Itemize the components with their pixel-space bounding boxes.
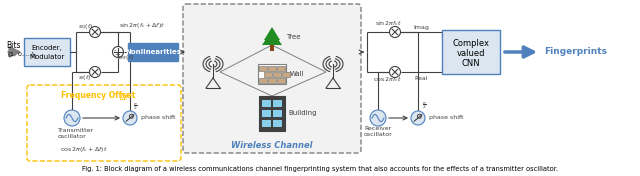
Text: $\sin 2\pi f_c t$: $\sin 2\pi f_c t$ <box>375 20 402 29</box>
Text: Fingerprints: Fingerprints <box>544 48 607 56</box>
Text: Imag: Imag <box>413 26 429 30</box>
Bar <box>273 110 282 117</box>
Bar <box>24 38 70 66</box>
Bar <box>268 66 276 71</box>
Bar <box>128 43 178 61</box>
Text: Wireless Channel: Wireless Channel <box>231 140 313 149</box>
Text: Tree: Tree <box>286 34 301 40</box>
Text: $\cos 2\pi f_c t$: $\cos 2\pi f_c t$ <box>373 76 402 84</box>
Bar <box>273 120 282 127</box>
Polygon shape <box>264 27 280 40</box>
Text: Complex: Complex <box>452 39 490 48</box>
Text: phase shift: phase shift <box>429 115 463 121</box>
Bar <box>282 72 289 77</box>
Text: +: + <box>114 52 120 58</box>
Text: Nonlinearities: Nonlinearities <box>125 49 181 55</box>
Circle shape <box>390 67 401 77</box>
FancyBboxPatch shape <box>183 4 361 153</box>
Text: CNN: CNN <box>461 58 480 68</box>
Text: Modulator: Modulator <box>29 54 65 60</box>
Text: valued: valued <box>457 49 485 58</box>
Circle shape <box>90 67 100 77</box>
Polygon shape <box>262 30 282 45</box>
FancyBboxPatch shape <box>27 85 181 161</box>
Circle shape <box>90 27 100 37</box>
Bar <box>273 72 280 77</box>
Bar <box>262 110 271 117</box>
Circle shape <box>390 27 401 37</box>
Text: Encoder,: Encoder, <box>31 45 62 51</box>
Text: oscillator: oscillator <box>364 133 392 137</box>
Bar <box>259 78 267 83</box>
Circle shape <box>113 46 124 58</box>
Circle shape <box>411 111 425 125</box>
Bar <box>259 96 285 131</box>
Bar <box>268 78 276 83</box>
Circle shape <box>123 111 137 125</box>
Bar <box>277 78 285 83</box>
Circle shape <box>64 110 80 126</box>
Text: $s_Q(t)$: $s_Q(t)$ <box>78 22 93 32</box>
Text: oscillator: oscillator <box>58 134 87 139</box>
Circle shape <box>370 110 386 126</box>
Text: Fig. 1: Block diagram of a wireless communications channel fingerprinting system: Fig. 1: Block diagram of a wireless comm… <box>82 166 558 172</box>
Text: $\cos 2\pi(f_c+\Delta f)t$: $\cos 2\pi(f_c+\Delta f)t$ <box>60 146 108 155</box>
Text: Transmitter: Transmitter <box>58 127 94 133</box>
Bar <box>442 30 500 74</box>
Bar <box>270 43 274 51</box>
Text: Real: Real <box>415 76 428 80</box>
Text: $\frac{\pi}{2}$: $\frac{\pi}{2}$ <box>422 100 427 111</box>
Bar <box>273 100 282 107</box>
Text: Building: Building <box>288 110 317 116</box>
Bar <box>264 72 271 77</box>
Text: $s_I(t)$: $s_I(t)$ <box>78 73 92 81</box>
Text: phase shift: phase shift <box>141 115 175 121</box>
Bar <box>262 120 271 127</box>
Text: Bits: Bits <box>6 40 20 49</box>
Text: $\Delta f$: $\Delta f$ <box>118 90 129 102</box>
Bar <box>262 100 271 107</box>
Text: Receiver: Receiver <box>364 127 392 131</box>
Text: $s_{\rm RF}(t)$: $s_{\rm RF}(t)$ <box>117 54 134 62</box>
Text: -: - <box>114 47 116 53</box>
Text: Wall: Wall <box>290 71 305 77</box>
Text: $\sin 2\pi(f_c+\Delta f)t$: $\sin 2\pi(f_c+\Delta f)t$ <box>119 20 165 30</box>
Text: $\{1, 0, \ldots\}$: $\{1, 0, \ldots\}$ <box>6 51 36 59</box>
Text: $\frac{\pi}{2}$: $\frac{\pi}{2}$ <box>133 102 138 112</box>
Text: Frequency Offset: Frequency Offset <box>61 92 135 100</box>
Bar <box>258 64 286 84</box>
Bar <box>259 66 267 71</box>
Bar <box>277 66 285 71</box>
